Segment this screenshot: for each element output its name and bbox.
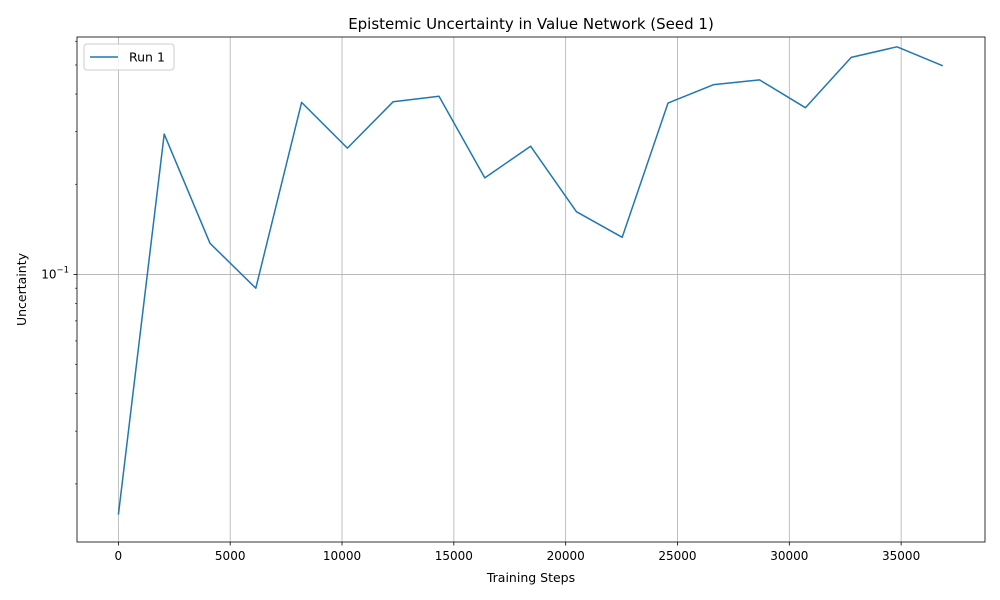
y-tick-label: 10−1	[41, 265, 69, 281]
legend-box	[83, 43, 175, 71]
legend-label: Run 1	[129, 50, 165, 65]
axis-ticks: 0 5000 10000 15000 20000 25000 30000 35000 10−1	[41, 40, 920, 563]
y-axis-label: Uncertainty	[14, 252, 29, 326]
x-tick-label: 35000	[882, 549, 920, 563]
chart-title: Epistemic Uncertainty in Value Network (…	[348, 15, 714, 33]
x-tick-label: 20000	[547, 549, 585, 563]
legend: Run 1	[83, 43, 175, 71]
x-tick-label: 10000	[323, 549, 361, 563]
x-tick-label: 25000	[658, 549, 696, 563]
grid-lines	[77, 37, 985, 542]
series-line-run-1	[117, 46, 944, 515]
x-axis-label: Training Steps	[486, 570, 575, 585]
x-tick-label: 30000	[770, 549, 808, 563]
x-tick-label: 5000	[215, 549, 246, 563]
series-lines	[117, 46, 944, 515]
plot-frame	[76, 36, 986, 543]
x-tick-label: 15000	[435, 549, 473, 563]
x-tick-label: 0	[115, 549, 123, 563]
